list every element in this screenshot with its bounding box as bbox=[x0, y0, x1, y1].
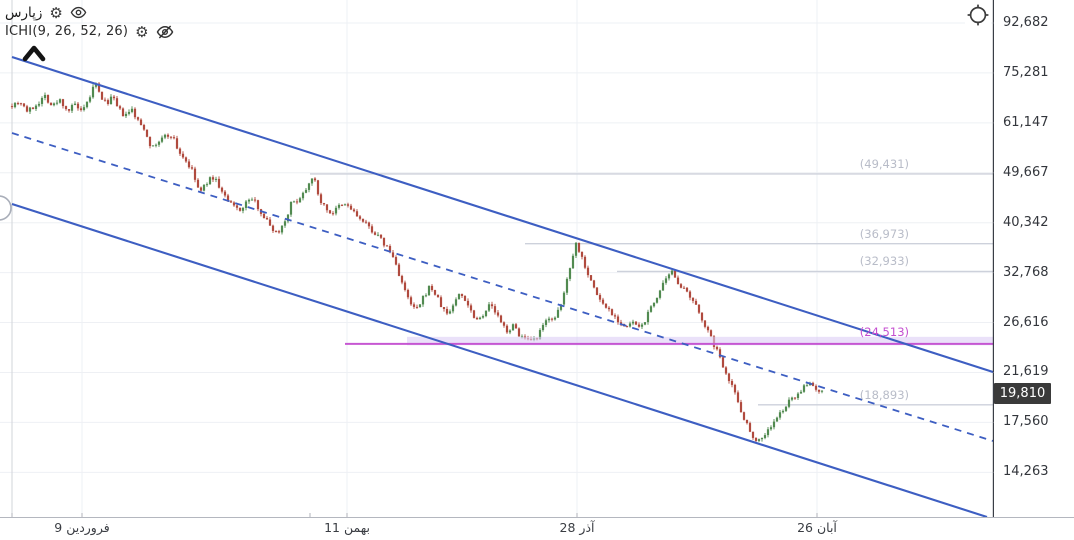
price-axis[interactable]: 19,810 92,682 75,281 61,147 49,667 40,342 32,… bbox=[994, 0, 1074, 517]
gridlines bbox=[0, 0, 993, 517]
axis-frame bbox=[0, 0, 1074, 518]
price-axis-label: 92,682 bbox=[1003, 15, 1049, 30]
price-axis-label: 21,619 bbox=[1003, 364, 1049, 380]
trendline-upper[interactable] bbox=[11, 56, 994, 373]
symbol-settings-gear-icon[interactable]: ⚙ bbox=[49, 3, 63, 22]
indicator-hidden-eye-slash-icon[interactable] bbox=[156, 24, 174, 40]
symbol-row: زپارس ⚙ bbox=[5, 3, 174, 22]
indicator-row: ICHI(9, 26, 52, 26) ⚙ bbox=[5, 22, 174, 41]
trendline-middle[interactable] bbox=[11, 132, 994, 442]
chevron-up-marker[interactable] bbox=[22, 45, 46, 62]
legend: زپارس ⚙ ICHI(9, 26, 52, 26) ⚙ bbox=[5, 3, 174, 41]
time-axis-label: 26 آبان bbox=[797, 520, 837, 535]
price-axis-label: 26,616 bbox=[1003, 314, 1049, 330]
indicator-label[interactable]: ICHI(9, 26, 52, 26) bbox=[5, 24, 129, 39]
price-axis-label: 61,147 bbox=[1003, 114, 1049, 130]
magenta-level[interactable] bbox=[345, 336, 993, 346]
drawing-annotations[interactable] bbox=[0, 45, 46, 221]
price-axis-label: 32,768 bbox=[1003, 264, 1049, 280]
price-axis-label: 49,667 bbox=[1003, 164, 1049, 180]
channel-trendlines[interactable] bbox=[11, 56, 994, 518]
trendline-lower[interactable] bbox=[11, 203, 988, 518]
candles bbox=[10, 82, 824, 443]
indicator-settings-gear-icon[interactable]: ⚙ bbox=[135, 22, 149, 41]
time-axis-label: 9 فروردین bbox=[54, 520, 110, 535]
drawing-handle-arc bbox=[0, 195, 12, 221]
level-rays bbox=[310, 173, 993, 406]
symbol-visibility-eye-icon[interactable] bbox=[70, 5, 87, 20]
price-axis-label: 14,263 bbox=[1003, 464, 1049, 480]
time-axis-label: 28 آذر bbox=[559, 520, 595, 535]
symbol-name[interactable]: زپارس bbox=[5, 4, 43, 21]
target-crosshair-icon[interactable] bbox=[965, 2, 991, 28]
price-axis-label: 40,342 bbox=[1003, 214, 1049, 230]
price-axis-label: 17,560 bbox=[1003, 414, 1049, 430]
time-axis[interactable]: 9 فروردین 11 بهمن 28 آذر 26 آبان bbox=[0, 518, 1074, 540]
price-axis-label: 75,281 bbox=[1003, 64, 1049, 80]
current-price-badge: 19,810 bbox=[994, 382, 1051, 404]
time-axis-label: 11 بهمن bbox=[324, 520, 370, 535]
